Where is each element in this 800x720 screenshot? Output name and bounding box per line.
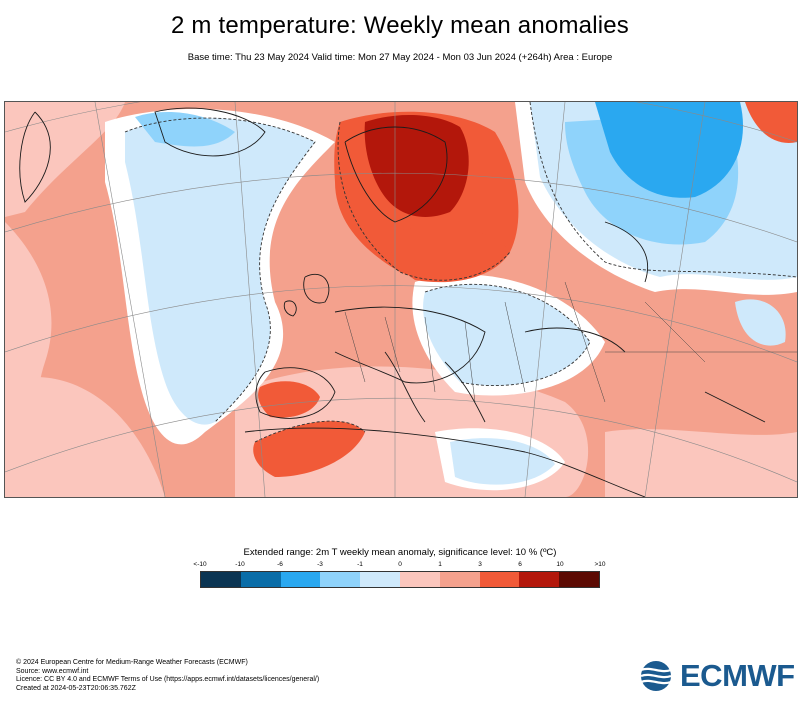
legend-color-bar [200, 571, 600, 588]
anomaly-region [745, 102, 797, 143]
legend-tick-label: 6 [518, 561, 522, 568]
anomaly-region [605, 429, 797, 497]
legend-tick-label: 3 [478, 561, 482, 568]
anomaly-region [5, 102, 125, 217]
legend-tick-label: -10 [235, 561, 245, 568]
ecmwf-logo-icon [640, 661, 672, 691]
anomaly-region [595, 102, 743, 198]
footer-line: Licence: CC BY 4.0 and ECMWF Terms of Us… [16, 676, 320, 684]
legend-swatch [280, 572, 321, 587]
anomaly-region [450, 438, 555, 485]
anomaly-region [253, 421, 365, 477]
legend-swatch [519, 572, 560, 587]
ecmwf-logo: ECMWF [636, 658, 795, 693]
footer-credits: © 2024 European Centre for Medium-Range … [16, 659, 319, 693]
ecmwf-logo-text: ECMWF [680, 658, 795, 693]
legend-ticks: <-10 -10 -6 -3 -1 0 1 3 6 10 >10 [193, 561, 605, 571]
footer-line: © 2024 European Centre for Medium-Range … [16, 659, 248, 666]
anomaly-region [5, 376, 165, 497]
legend-tick-label: -6 [277, 561, 283, 568]
anomaly-region [423, 284, 590, 386]
legend-swatch [559, 572, 599, 587]
anomaly-region [258, 381, 320, 418]
coastlines [19, 107, 766, 497]
legend-swatch [320, 572, 361, 587]
footer-line: Source: www.ecmwf.int [16, 667, 89, 675]
legend-swatch [439, 572, 480, 587]
legend-swatch [399, 572, 440, 587]
anomaly-region [389, 227, 510, 283]
graticule [5, 102, 797, 497]
footer-line: Created at 2024-05-23T20:06:35.762Z [16, 684, 136, 692]
anomaly-region [735, 299, 786, 346]
anomaly-map-graphic [5, 102, 797, 497]
significance-contours [124, 102, 797, 443]
legend-swatch [240, 572, 281, 587]
legend-swatch [479, 572, 520, 587]
legend-swatch [201, 572, 241, 587]
legend-tick-label: 10 [556, 561, 564, 568]
country-borders [344, 281, 797, 403]
legend-title: Extended range: 2m T weekly mean anomaly… [243, 547, 557, 558]
legend-tick-label: -3 [317, 561, 323, 568]
map-subtitle: Base time: Thu 23 May 2024 Valid time: M… [187, 52, 613, 63]
legend-tick-label: 0 [398, 561, 402, 568]
legend-tick-label: -1 [357, 561, 363, 568]
anomaly-map [4, 101, 798, 498]
legend-tick-label: >10 [594, 561, 606, 568]
map-title: 2 m temperature: Weekly mean anomalies [170, 12, 630, 39]
legend-tick-label: <-10 [193, 561, 207, 568]
legend-tick-label: 1 [438, 561, 442, 568]
anomaly-region [135, 112, 235, 147]
legend-swatch [360, 572, 400, 587]
